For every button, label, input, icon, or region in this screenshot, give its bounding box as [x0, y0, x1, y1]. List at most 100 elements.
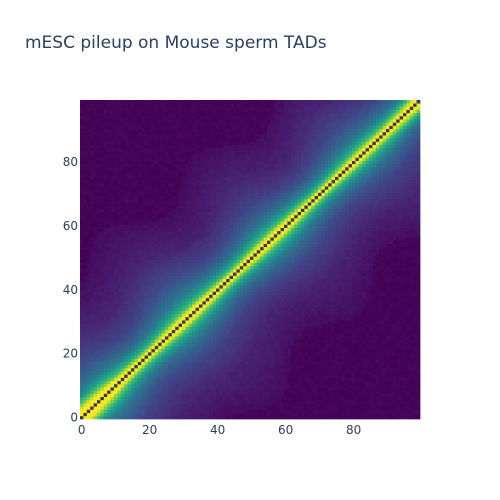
heatmap-cell[interactable]: [199, 285, 203, 289]
heatmap-cell[interactable]: [216, 224, 220, 228]
heatmap-cell[interactable]: [107, 221, 111, 225]
heatmap-cell[interactable]: [202, 348, 207, 353]
heatmap-cell[interactable]: [165, 412, 169, 417]
heatmap-cell[interactable]: [103, 355, 108, 359]
heatmap-cell[interactable]: [212, 329, 217, 334]
heatmap-cell[interactable]: [243, 230, 247, 235]
heatmap-cell[interactable]: [178, 262, 183, 267]
heatmap-cell[interactable]: [185, 403, 190, 407]
heatmap-cell[interactable]: [86, 221, 91, 225]
heatmap-cell[interactable]: [141, 275, 145, 279]
heatmap-cell[interactable]: [144, 412, 149, 417]
heatmap-cell[interactable]: [165, 336, 169, 340]
heatmap-cell[interactable]: [110, 361, 115, 366]
heatmap-cell[interactable]: [236, 307, 241, 311]
heatmap-cell[interactable]: [103, 192, 108, 197]
heatmap-cell[interactable]: [229, 294, 234, 299]
heatmap-cell[interactable]: [144, 409, 149, 413]
heatmap-cell[interactable]: [148, 173, 152, 177]
heatmap-cell[interactable]: [120, 186, 125, 190]
heatmap-cell[interactable]: [127, 182, 132, 187]
heatmap-cell[interactable]: [154, 253, 159, 257]
heatmap-cell[interactable]: [233, 269, 237, 273]
heatmap-cell[interactable]: [222, 409, 227, 413]
heatmap-cell[interactable]: [233, 336, 237, 340]
heatmap-cell[interactable]: [83, 160, 88, 165]
heatmap-cell[interactable]: [154, 348, 159, 353]
heatmap-cell[interactable]: [134, 310, 139, 315]
heatmap-cell[interactable]: [229, 211, 234, 216]
heatmap-cell[interactable]: [110, 278, 115, 283]
heatmap-cell[interactable]: [107, 128, 111, 133]
heatmap-cell[interactable]: [134, 275, 139, 279]
heatmap-cell[interactable]: [134, 316, 139, 321]
heatmap-cell[interactable]: [103, 297, 108, 302]
heatmap-cell[interactable]: [226, 383, 230, 388]
heatmap-cell[interactable]: [212, 100, 217, 104]
heatmap-cell[interactable]: [134, 249, 139, 254]
heatmap-cell[interactable]: [216, 409, 220, 413]
heatmap-cell[interactable]: [86, 189, 91, 193]
heatmap-cell[interactable]: [80, 304, 84, 308]
heatmap-cell[interactable]: [226, 403, 230, 407]
heatmap-cell[interactable]: [134, 371, 139, 375]
heatmap-cell[interactable]: [117, 364, 122, 369]
heatmap-cell[interactable]: [185, 406, 190, 410]
heatmap-cell[interactable]: [80, 265, 84, 270]
heatmap-cell[interactable]: [239, 173, 244, 177]
heatmap-cell[interactable]: [178, 285, 183, 289]
heatmap-cell[interactable]: [229, 393, 234, 398]
heatmap-cell[interactable]: [141, 205, 145, 209]
heatmap-cell[interactable]: [175, 205, 179, 209]
heatmap-cell[interactable]: [161, 323, 166, 327]
heatmap-cell[interactable]: [80, 326, 84, 331]
heatmap-cell[interactable]: [185, 233, 190, 238]
heatmap-cell[interactable]: [144, 310, 149, 315]
heatmap-cell[interactable]: [205, 336, 210, 340]
heatmap-cell[interactable]: [216, 342, 220, 346]
heatmap-cell[interactable]: [236, 345, 241, 350]
heatmap-cell[interactable]: [229, 227, 234, 232]
heatmap-cell[interactable]: [134, 176, 139, 181]
heatmap-cell[interactable]: [148, 272, 152, 276]
heatmap-cell[interactable]: [171, 300, 176, 305]
heatmap-cell[interactable]: [161, 355, 166, 359]
heatmap-cell[interactable]: [222, 406, 227, 410]
heatmap-cell[interactable]: [124, 278, 128, 283]
heatmap-cell[interactable]: [83, 323, 88, 327]
heatmap-cell[interactable]: [199, 265, 203, 270]
heatmap-cell[interactable]: [195, 109, 200, 114]
heatmap-cell[interactable]: [134, 122, 139, 126]
heatmap-cell[interactable]: [80, 135, 84, 139]
heatmap-cell[interactable]: [209, 288, 213, 292]
heatmap-cell[interactable]: [199, 374, 203, 378]
heatmap-cell[interactable]: [120, 227, 125, 232]
heatmap-cell[interactable]: [107, 214, 111, 219]
heatmap-cell[interactable]: [93, 163, 98, 168]
heatmap-cell[interactable]: [103, 233, 108, 238]
heatmap-cell[interactable]: [158, 144, 162, 149]
heatmap-cell[interactable]: [222, 300, 227, 305]
heatmap-cell[interactable]: [216, 202, 220, 206]
heatmap-cell[interactable]: [219, 294, 224, 299]
heatmap-cell[interactable]: [86, 173, 91, 177]
heatmap-cell[interactable]: [158, 265, 162, 270]
heatmap-cell[interactable]: [151, 100, 156, 104]
heatmap-cell[interactable]: [219, 230, 224, 235]
heatmap-cell[interactable]: [243, 211, 247, 216]
heatmap-cell[interactable]: [144, 364, 149, 369]
heatmap-cell[interactable]: [90, 294, 94, 299]
heatmap-cell[interactable]: [93, 310, 98, 315]
heatmap-cell[interactable]: [226, 294, 230, 299]
heatmap-cell[interactable]: [141, 179, 145, 184]
heatmap-cell[interactable]: [151, 390, 156, 394]
heatmap-cell[interactable]: [243, 198, 247, 203]
heatmap-cell[interactable]: [154, 189, 159, 193]
heatmap-cell[interactable]: [202, 412, 207, 417]
heatmap-cell[interactable]: [219, 307, 224, 311]
heatmap-cell[interactable]: [90, 205, 94, 209]
heatmap-cell[interactable]: [158, 128, 162, 133]
heatmap-cell[interactable]: [219, 371, 224, 375]
heatmap-cell[interactable]: [124, 374, 128, 378]
heatmap-cell[interactable]: [117, 383, 122, 388]
